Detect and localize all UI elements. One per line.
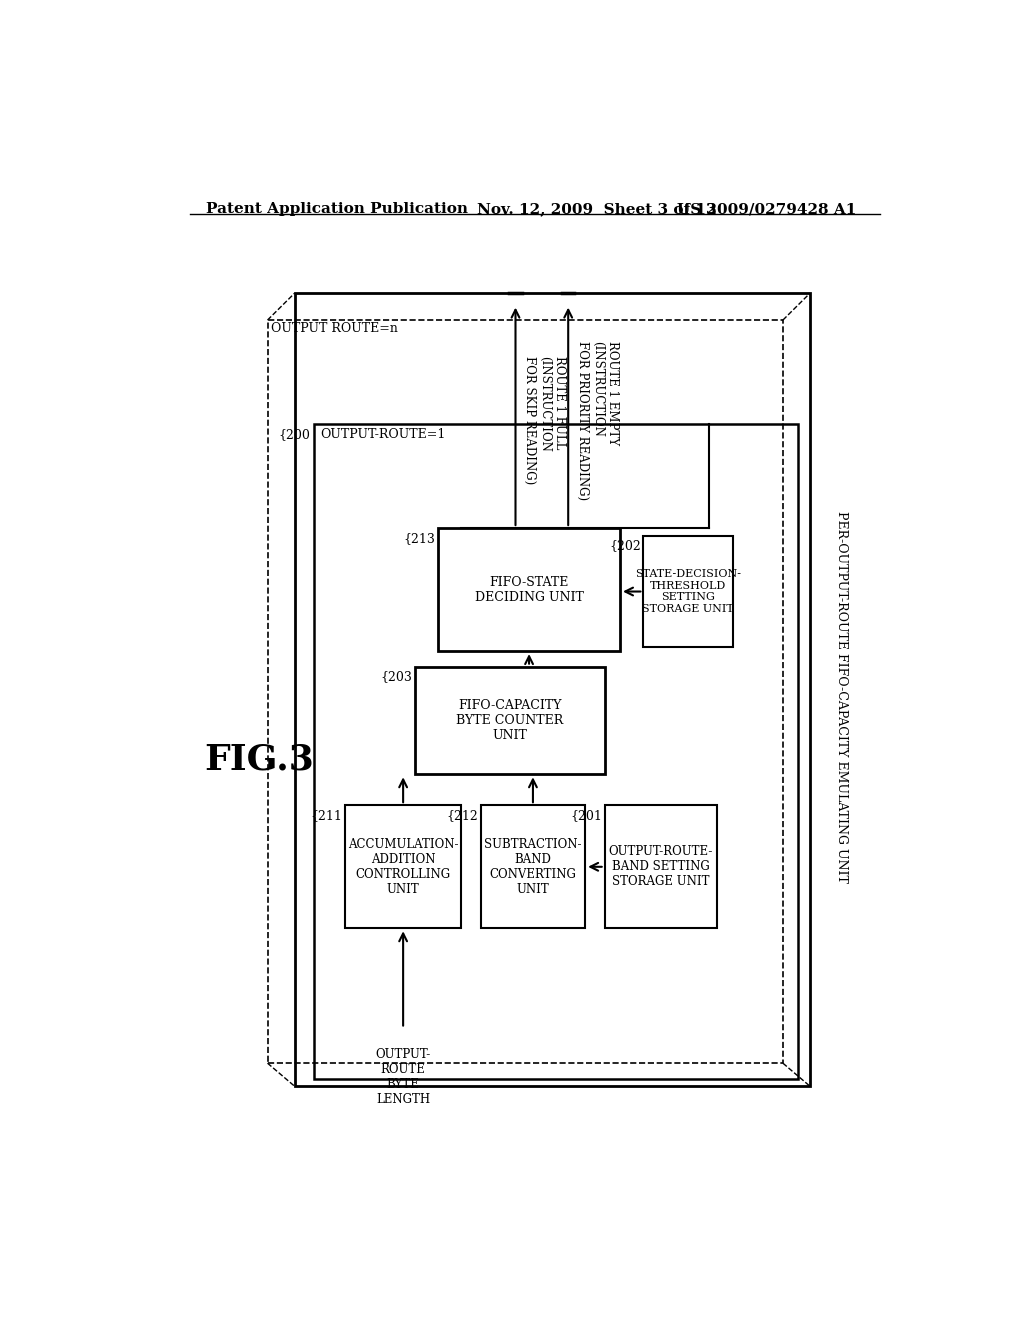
- Bar: [345, 805, 461, 928]
- Text: {203: {203: [381, 671, 413, 684]
- Bar: [604, 805, 717, 928]
- Bar: [415, 667, 604, 775]
- Text: PER-OUTPUT-ROUTE FIFO-CAPACITY EMULATING UNIT: PER-OUTPUT-ROUTE FIFO-CAPACITY EMULATING…: [835, 511, 848, 883]
- Text: OUTPUT ROUTE=n: OUTPUT ROUTE=n: [271, 322, 398, 335]
- Text: {202: {202: [609, 540, 641, 553]
- Text: OUTPUT-
ROUTE
BYTE
LENGTH: OUTPUT- ROUTE BYTE LENGTH: [376, 1048, 431, 1106]
- Text: {212: {212: [446, 809, 478, 822]
- Text: {200: {200: [279, 428, 310, 441]
- Text: ACCUMULATION-
ADDITION
CONTROLLING
UNIT: ACCUMULATION- ADDITION CONTROLLING UNIT: [348, 838, 459, 896]
- Text: {201: {201: [570, 809, 602, 822]
- Text: STATE-DECISION-
THRESHOLD
SETTING
STORAGE UNIT: STATE-DECISION- THRESHOLD SETTING STORAG…: [635, 569, 741, 614]
- Text: ROUTE 1 EMPTY
(INSTRUCTION
FOR PRIORITY READING): ROUTE 1 EMPTY (INSTRUCTION FOR PRIORITY …: [575, 341, 618, 500]
- Text: US 2009/0279428 A1: US 2009/0279428 A1: [677, 202, 856, 216]
- Text: Patent Application Publication: Patent Application Publication: [206, 202, 468, 216]
- Text: FIFO-CAPACITY
BYTE COUNTER
UNIT: FIFO-CAPACITY BYTE COUNTER UNIT: [456, 700, 563, 742]
- Text: FIG.3: FIG.3: [204, 742, 313, 776]
- Text: OUTPUT-ROUTE-
BAND SETTING
STORAGE UNIT: OUTPUT-ROUTE- BAND SETTING STORAGE UNIT: [608, 845, 713, 888]
- Text: {213: {213: [403, 532, 435, 545]
- Bar: [643, 536, 732, 647]
- Bar: [295, 293, 810, 1086]
- Text: SUBTRACTION-
BAND
CONVERTING
UNIT: SUBTRACTION- BAND CONVERTING UNIT: [484, 838, 582, 896]
- Text: OUTPUT-ROUTE=1: OUTPUT-ROUTE=1: [321, 428, 445, 441]
- Bar: [267, 321, 783, 1063]
- Text: FIFO-STATE
DECIDING UNIT: FIFO-STATE DECIDING UNIT: [475, 576, 584, 603]
- Text: ROUTE 1 FULL
(INSTRUCTION
FOR SKIP READING): ROUTE 1 FULL (INSTRUCTION FOR SKIP READI…: [523, 356, 566, 484]
- Text: {211: {211: [311, 809, 343, 822]
- Bar: [480, 805, 586, 928]
- Bar: [314, 424, 799, 1078]
- Text: Nov. 12, 2009  Sheet 3 of 13: Nov. 12, 2009 Sheet 3 of 13: [477, 202, 717, 216]
- Bar: [438, 528, 621, 651]
